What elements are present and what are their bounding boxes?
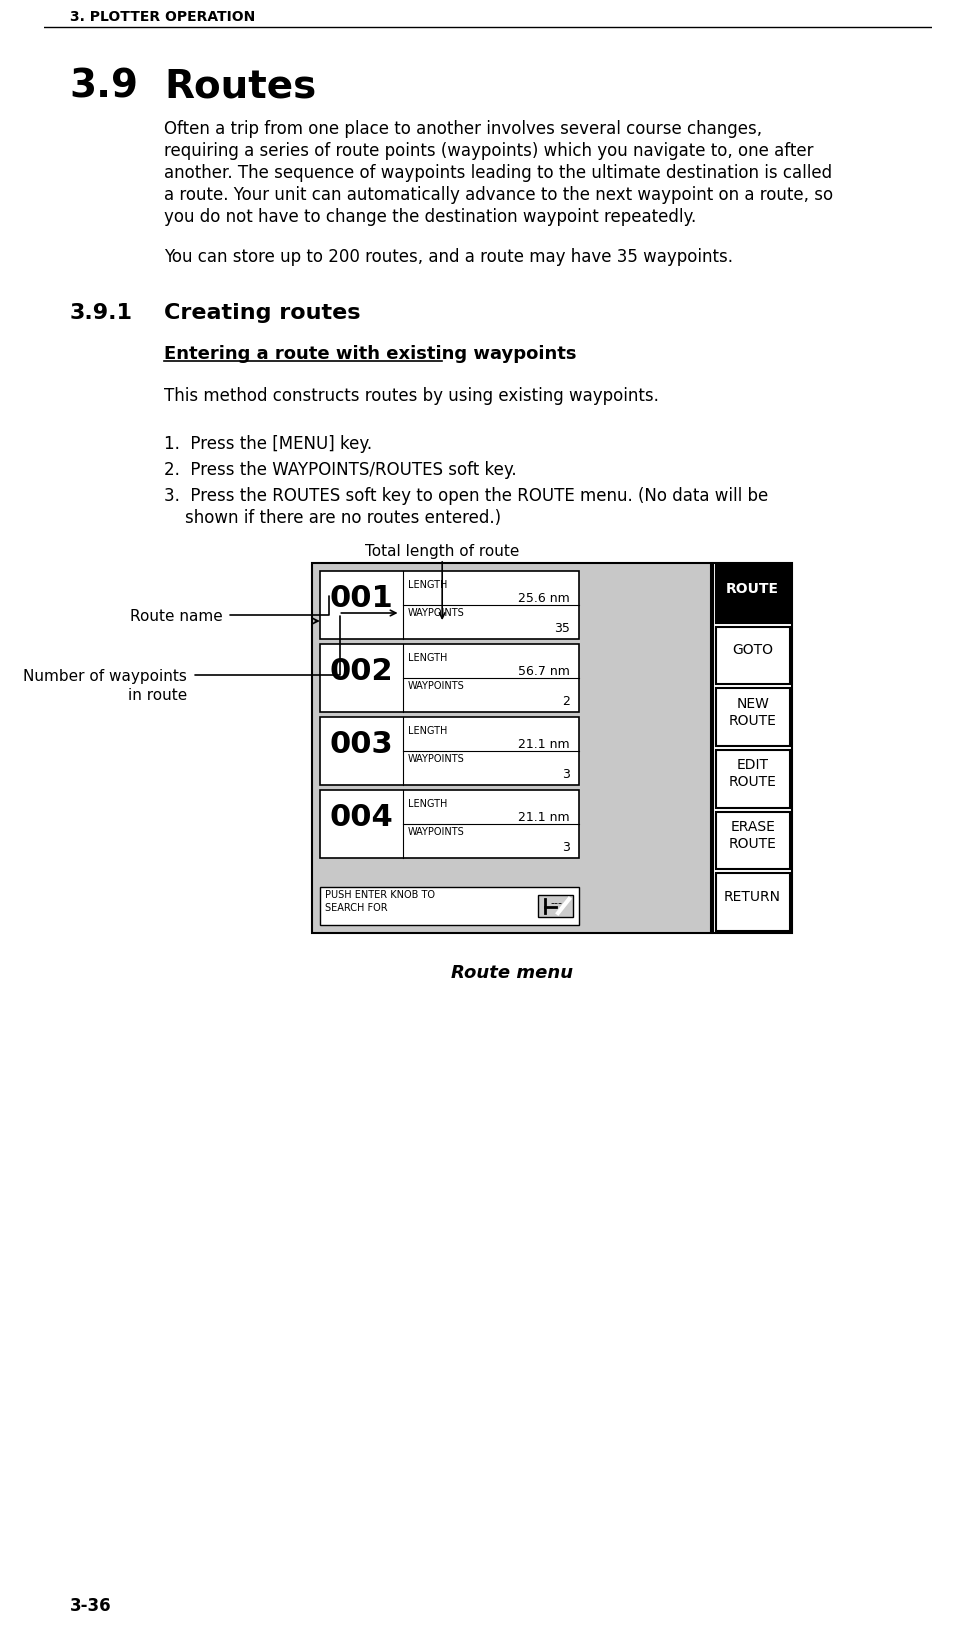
Text: Route name: Route name — [129, 609, 222, 623]
Text: 001: 001 — [329, 584, 393, 612]
Text: 25.6 nm: 25.6 nm — [518, 592, 570, 604]
FancyBboxPatch shape — [320, 718, 579, 785]
Text: WAYPOINTS: WAYPOINTS — [408, 826, 465, 837]
Text: Number of waypoints
in route: Number of waypoints in route — [24, 669, 187, 702]
Text: shown if there are no routes entered.): shown if there are no routes entered.) — [164, 509, 502, 527]
Text: Entering a route with existing waypoints: Entering a route with existing waypoints — [164, 344, 576, 362]
FancyBboxPatch shape — [320, 645, 579, 713]
Text: This method constructs routes by using existing waypoints.: This method constructs routes by using e… — [164, 387, 659, 405]
FancyBboxPatch shape — [538, 896, 573, 917]
FancyBboxPatch shape — [320, 888, 579, 925]
Text: ERASE
ROUTE: ERASE ROUTE — [729, 819, 777, 850]
FancyBboxPatch shape — [715, 751, 789, 808]
Text: WAYPOINTS: WAYPOINTS — [408, 681, 465, 690]
Text: 3.9.1: 3.9.1 — [70, 304, 132, 323]
FancyBboxPatch shape — [715, 873, 789, 932]
Text: Total length of route: Total length of route — [365, 543, 520, 558]
FancyBboxPatch shape — [715, 627, 789, 685]
Text: RETURN: RETURN — [724, 889, 781, 904]
Text: GOTO: GOTO — [732, 643, 773, 658]
FancyBboxPatch shape — [715, 566, 789, 623]
Text: LENGTH: LENGTH — [408, 579, 447, 589]
Text: you do not have to change the destination waypoint repeatedly.: you do not have to change the destinatio… — [164, 207, 696, 225]
FancyBboxPatch shape — [320, 790, 579, 858]
Text: 2.  Press the WAYPOINTS/ROUTES soft key.: 2. Press the WAYPOINTS/ROUTES soft key. — [164, 460, 517, 478]
Text: EDIT
ROUTE: EDIT ROUTE — [729, 757, 777, 788]
Text: 3-36: 3-36 — [70, 1596, 111, 1614]
Text: 3.9: 3.9 — [70, 69, 139, 106]
Text: NEW
ROUTE: NEW ROUTE — [729, 697, 777, 728]
Text: WAYPOINTS: WAYPOINTS — [408, 754, 465, 764]
FancyBboxPatch shape — [715, 689, 789, 746]
Text: LENGTH: LENGTH — [408, 726, 447, 736]
Text: WAYPOINTS: WAYPOINTS — [408, 607, 465, 617]
Text: ROUTE: ROUTE — [726, 581, 779, 596]
FancyBboxPatch shape — [313, 563, 711, 934]
Text: You can store up to 200 routes, and a route may have 35 waypoints.: You can store up to 200 routes, and a ro… — [164, 248, 734, 266]
Text: Creating routes: Creating routes — [164, 304, 361, 323]
Text: 3. PLOTTER OPERATION: 3. PLOTTER OPERATION — [70, 10, 255, 24]
Text: 3: 3 — [562, 767, 570, 780]
Text: another. The sequence of waypoints leading to the ultimate destination is called: another. The sequence of waypoints leadi… — [164, 163, 832, 181]
Text: Often a trip from one place to another involves several course changes,: Often a trip from one place to another i… — [164, 119, 762, 139]
Text: LENGTH: LENGTH — [408, 798, 447, 808]
Text: 004: 004 — [329, 803, 393, 831]
Text: 3: 3 — [562, 840, 570, 854]
Text: 1.  Press the [MENU] key.: 1. Press the [MENU] key. — [164, 434, 372, 452]
Text: requiring a series of route points (waypoints) which you navigate to, one after: requiring a series of route points (wayp… — [164, 142, 813, 160]
Text: 35: 35 — [554, 622, 570, 635]
Text: 56.7 nm: 56.7 nm — [518, 664, 570, 677]
Text: Route menu: Route menu — [451, 963, 573, 981]
FancyBboxPatch shape — [320, 571, 579, 640]
FancyBboxPatch shape — [715, 813, 789, 870]
Text: a route. Your unit can automatically advance to the next waypoint on a route, so: a route. Your unit can automatically adv… — [164, 186, 833, 204]
Text: 2: 2 — [562, 695, 570, 708]
Text: LENGTH: LENGTH — [408, 653, 447, 663]
Text: ---: --- — [550, 898, 562, 907]
Text: 003: 003 — [329, 730, 393, 759]
Text: 21.1 nm: 21.1 nm — [519, 811, 570, 824]
Text: Routes: Routes — [164, 69, 316, 106]
Text: 21.1 nm: 21.1 nm — [519, 738, 570, 751]
Text: PUSH ENTER KNOB TO
SEARCH FOR: PUSH ENTER KNOB TO SEARCH FOR — [324, 889, 434, 912]
Text: 002: 002 — [329, 656, 393, 685]
Text: 3.  Press the ROUTES soft key to open the ROUTE menu. (No data will be: 3. Press the ROUTES soft key to open the… — [164, 486, 768, 504]
